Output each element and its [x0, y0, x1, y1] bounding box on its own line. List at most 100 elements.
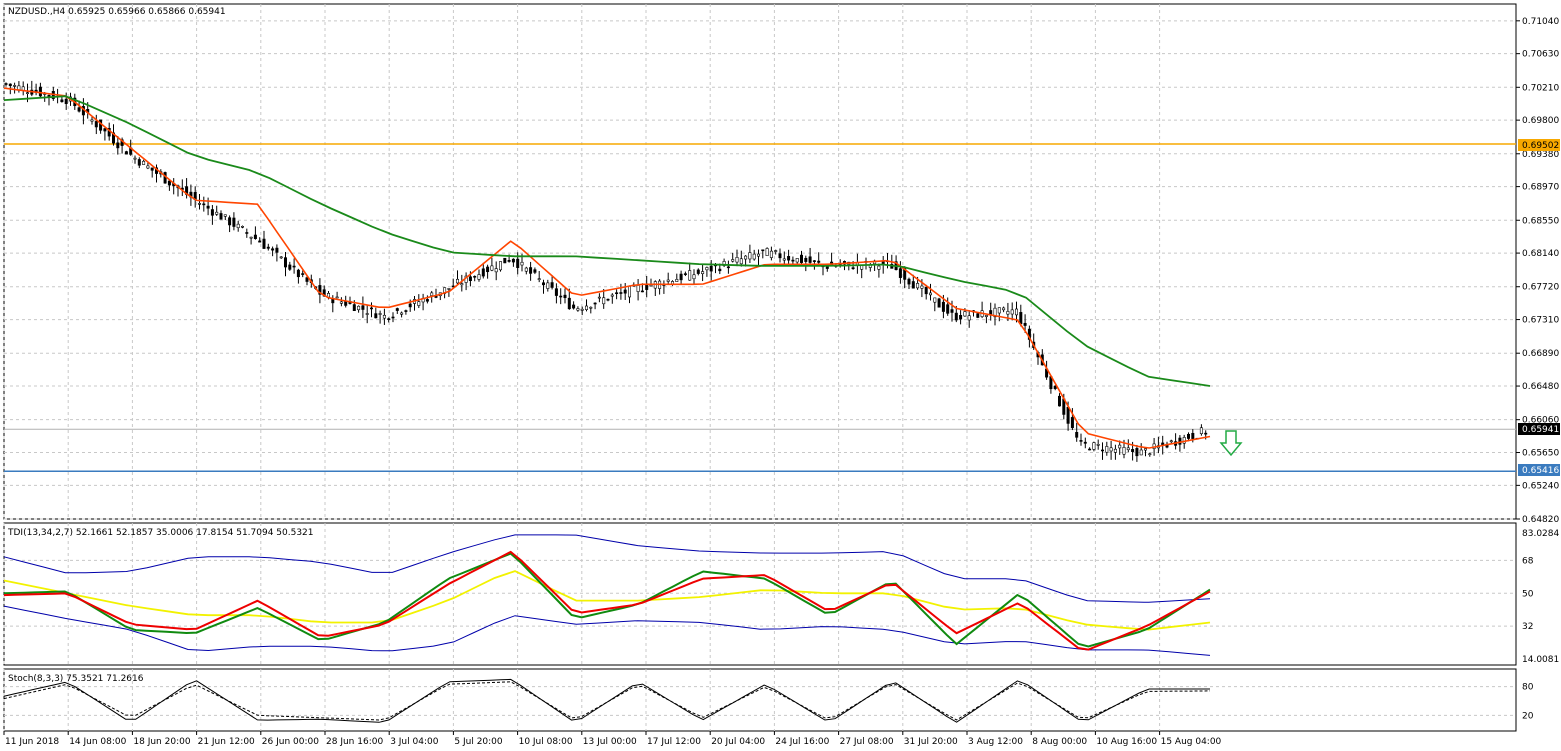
candle-body — [283, 257, 287, 268]
candle-body — [692, 274, 696, 280]
candle-body — [967, 315, 971, 321]
candle-body — [606, 298, 610, 301]
candle-body — [627, 285, 631, 298]
candle-body — [1023, 322, 1027, 326]
candle-body — [103, 128, 107, 132]
price-label: 0.68550 — [1522, 216, 1559, 226]
candle-body — [1079, 440, 1083, 442]
candle-body — [1187, 433, 1191, 439]
candle-body — [907, 278, 911, 285]
axis-labels: 0.71040 0.70630 0.70210 0.69800 0.69380 0.689… — [3, 17, 1559, 747]
candle-body — [232, 217, 236, 227]
time-label: 11 Jun 2018 — [5, 737, 59, 747]
tdi-title: TDI(13,34,2,7) 52.1661 52.1857 35.0006 1… — [7, 528, 314, 538]
candle-body — [460, 283, 464, 286]
candle-body — [378, 313, 382, 315]
candle-body — [249, 236, 253, 239]
stoch-title: Stoch(8,3,3) 75.3521 71.2616 — [8, 674, 144, 684]
candle-body — [1092, 442, 1096, 450]
tdi-signal-line — [3, 550, 1211, 651]
candle-body — [550, 282, 554, 288]
main-title: NZDUSD.,H4 0.65925 0.65966 0.65866 0.659… — [8, 7, 226, 17]
candle-body — [619, 292, 623, 294]
candle-body — [357, 305, 361, 311]
main-panel — [3, 3, 1517, 520]
candle-body — [808, 256, 812, 263]
candle-body — [941, 301, 945, 312]
candle-body — [124, 151, 128, 155]
candle-body — [920, 285, 924, 289]
price-label: 0.68140 — [1522, 249, 1559, 259]
candle-body — [473, 275, 477, 278]
price-label: 0.67310 — [1522, 316, 1559, 326]
candle-body — [361, 305, 365, 310]
price-label: 0.70210 — [1522, 83, 1559, 93]
candle-body — [133, 157, 137, 160]
current-price-tag — [1518, 423, 1560, 435]
candle-body — [116, 142, 120, 149]
candle-body — [576, 308, 580, 311]
stoch-label: 20 — [1522, 711, 1534, 721]
price-label: 0.68970 — [1522, 183, 1559, 193]
candle-body — [937, 298, 941, 308]
candle-body — [228, 217, 232, 226]
candle-body — [25, 92, 29, 94]
candle-body — [408, 303, 412, 308]
candle-body — [597, 296, 601, 299]
candle-body — [602, 297, 606, 305]
candle-body — [825, 266, 829, 269]
tdi-label: 14.0081 — [1522, 655, 1559, 665]
time-label: 10 Aug 16:00 — [1096, 737, 1157, 747]
candle-body — [782, 258, 786, 261]
candle-body — [1053, 385, 1057, 389]
candle-body — [860, 265, 864, 270]
candle-body — [959, 315, 963, 320]
candle-body — [494, 268, 498, 273]
price-label: 0.65650 — [1522, 449, 1559, 459]
price-label: 0.69800 — [1522, 116, 1559, 126]
candle-body — [726, 266, 730, 269]
candle-body — [296, 269, 300, 278]
candle-body — [774, 250, 778, 252]
candle-body — [731, 259, 735, 262]
candle-body — [718, 268, 722, 272]
candle-body — [756, 253, 760, 257]
candle-body — [1075, 432, 1079, 438]
candle-body — [1083, 441, 1087, 444]
candle-body — [752, 253, 756, 260]
candle-body — [455, 278, 459, 284]
candle-body — [554, 288, 558, 296]
candle-body — [1169, 440, 1173, 443]
candle-body — [567, 297, 571, 310]
candle-body — [516, 258, 520, 268]
time-label: 8 Aug 00:00 — [1032, 737, 1087, 747]
candle-body — [275, 247, 279, 253]
candle-body — [1002, 307, 1006, 311]
candle-body — [507, 260, 511, 262]
candle-body — [735, 257, 739, 263]
candle-body — [47, 95, 51, 97]
candle-body — [851, 267, 855, 270]
time-label: 15 Aug 04:00 — [1161, 737, 1222, 747]
candle-body — [791, 259, 795, 262]
candle-body — [541, 282, 545, 286]
candle-body — [404, 310, 408, 312]
candle-body — [511, 258, 515, 263]
candle-body — [589, 306, 593, 309]
candle-body — [1139, 449, 1143, 456]
candle-body — [1113, 448, 1117, 453]
candle-body — [563, 294, 567, 299]
candle-body — [537, 278, 541, 280]
candle-body — [946, 304, 950, 314]
candle-body — [765, 248, 769, 256]
candle-body — [924, 287, 928, 295]
candle-body — [1122, 447, 1126, 455]
candle-body — [77, 107, 81, 112]
time-label: 21 Jun 12:00 — [198, 737, 255, 747]
price-label: 0.70630 — [1522, 50, 1559, 60]
candle-body — [206, 205, 210, 209]
candle-body — [1126, 447, 1130, 451]
candle-body — [675, 279, 679, 282]
candle-body — [223, 214, 227, 217]
candle-body — [812, 260, 816, 262]
